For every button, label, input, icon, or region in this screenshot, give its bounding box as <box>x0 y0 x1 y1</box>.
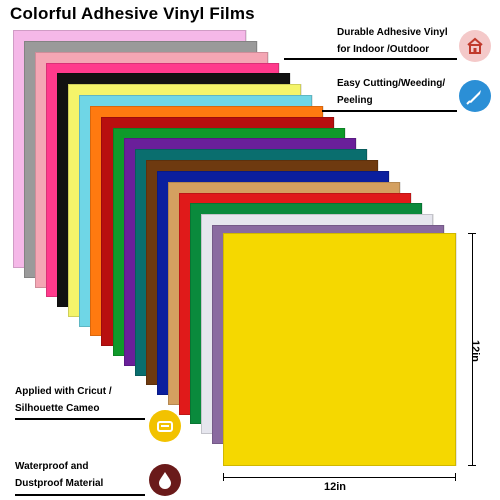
height-dimension-tick-top <box>468 233 476 234</box>
feature-durable-line1: Durable Adhesive Vinyl <box>337 27 448 38</box>
feature-waterproof-badge <box>149 464 181 496</box>
height-dimension-line <box>472 233 473 466</box>
width-dimension-tick-left <box>223 473 224 481</box>
feature-cutting-line1: Easy Cutting/Weeding/ <box>337 78 446 89</box>
feature-durable-line2: for Indoor /Outdoor <box>337 44 430 55</box>
house-icon <box>467 37 483 54</box>
feature-cutting-badge <box>459 80 491 112</box>
front-vinyl-sheet <box>223 233 456 466</box>
feature-waterproof-line <box>15 494 145 496</box>
width-dimension-line <box>223 477 456 478</box>
feature-cricut-line2: Silhouette Cameo <box>15 403 100 414</box>
feature-durable-badge <box>459 30 491 62</box>
cutting-machine-icon <box>157 421 173 432</box>
feature-durable-line <box>284 58 457 60</box>
feature-cricut-badge <box>149 410 181 442</box>
water-drop-icon <box>159 472 171 489</box>
feature-waterproof-line2: Dustproof Material <box>15 478 104 489</box>
feature-cricut-line <box>15 418 145 420</box>
craft-knife-icon <box>466 90 481 105</box>
page-title: Colorful Adhesive Vinyl Films <box>10 4 255 23</box>
feature-cricut-line1: Applied with Cricut / <box>15 386 112 397</box>
feature-cutting-line <box>322 110 457 112</box>
height-dimension-tick-bottom <box>468 465 476 466</box>
width-dimension-tick-right <box>455 473 456 481</box>
feature-cutting-line2: Peeling <box>337 95 373 106</box>
height-dimension-label: 12in <box>469 340 481 363</box>
width-dimension-label: 12in <box>324 481 347 493</box>
feature-waterproof-line1: Waterproof and <box>15 461 89 472</box>
